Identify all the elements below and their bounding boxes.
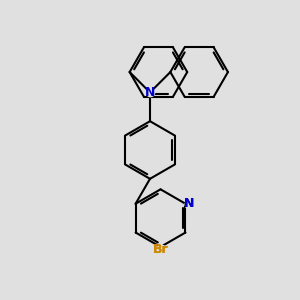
Text: N: N [184,197,194,210]
Text: Br: Br [153,243,168,256]
Text: Br: Br [153,243,168,256]
Text: N: N [184,197,194,210]
Text: N: N [145,86,155,99]
